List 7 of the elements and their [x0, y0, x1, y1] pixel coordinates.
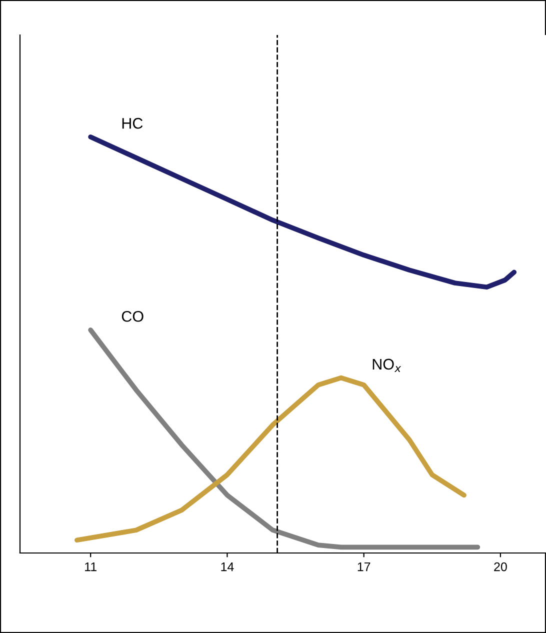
series-label: HC [122, 118, 143, 129]
series-label: NO$_{x}$ [372, 358, 402, 372]
x-tick-label: 17 [358, 562, 370, 572]
x-tick-label: 20 [494, 562, 507, 572]
series-label: CO [122, 310, 144, 322]
x-tick-label: 11 [85, 562, 96, 572]
x-tick-label: 14 [221, 562, 234, 572]
